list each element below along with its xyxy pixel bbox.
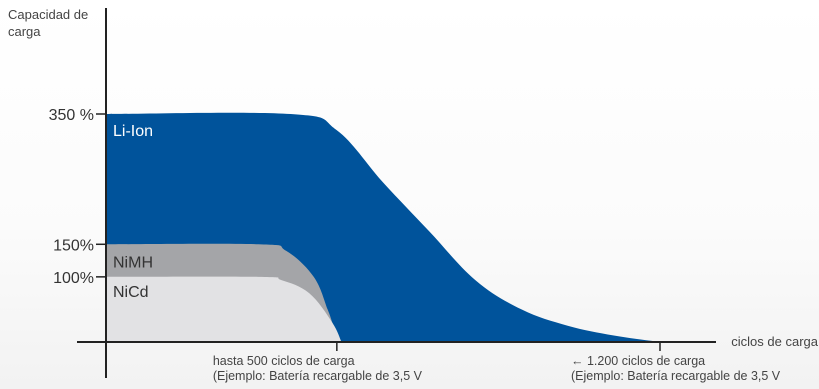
x-tick-annotation: (Ejemplo: Batería recargable de 3,5 V (571, 369, 781, 383)
y-tick-label: 100% (53, 270, 94, 287)
x-tick-annotation: hasta 500 ciclos de carga (213, 354, 355, 368)
series-area-nicd (106, 276, 342, 342)
x-axis-label: ciclos de carga (731, 334, 818, 349)
y-tick-label: 350 % (49, 107, 94, 124)
series-label-nicd: NiCd (113, 284, 149, 301)
y-axis-label: carga (8, 24, 41, 39)
y-tick-label: 150% (53, 237, 94, 254)
x-tick-annotation: (Ejemplo: Batería recargable de 3,5 V (213, 369, 423, 383)
series-label-li-ion: Li-Ion (113, 123, 153, 140)
x-tick-annotation: ← 1.200 ciclos de carga (571, 354, 705, 368)
y-axis-label: Capacidad de (8, 7, 88, 22)
series-label-nimh: NiMH (113, 254, 153, 271)
